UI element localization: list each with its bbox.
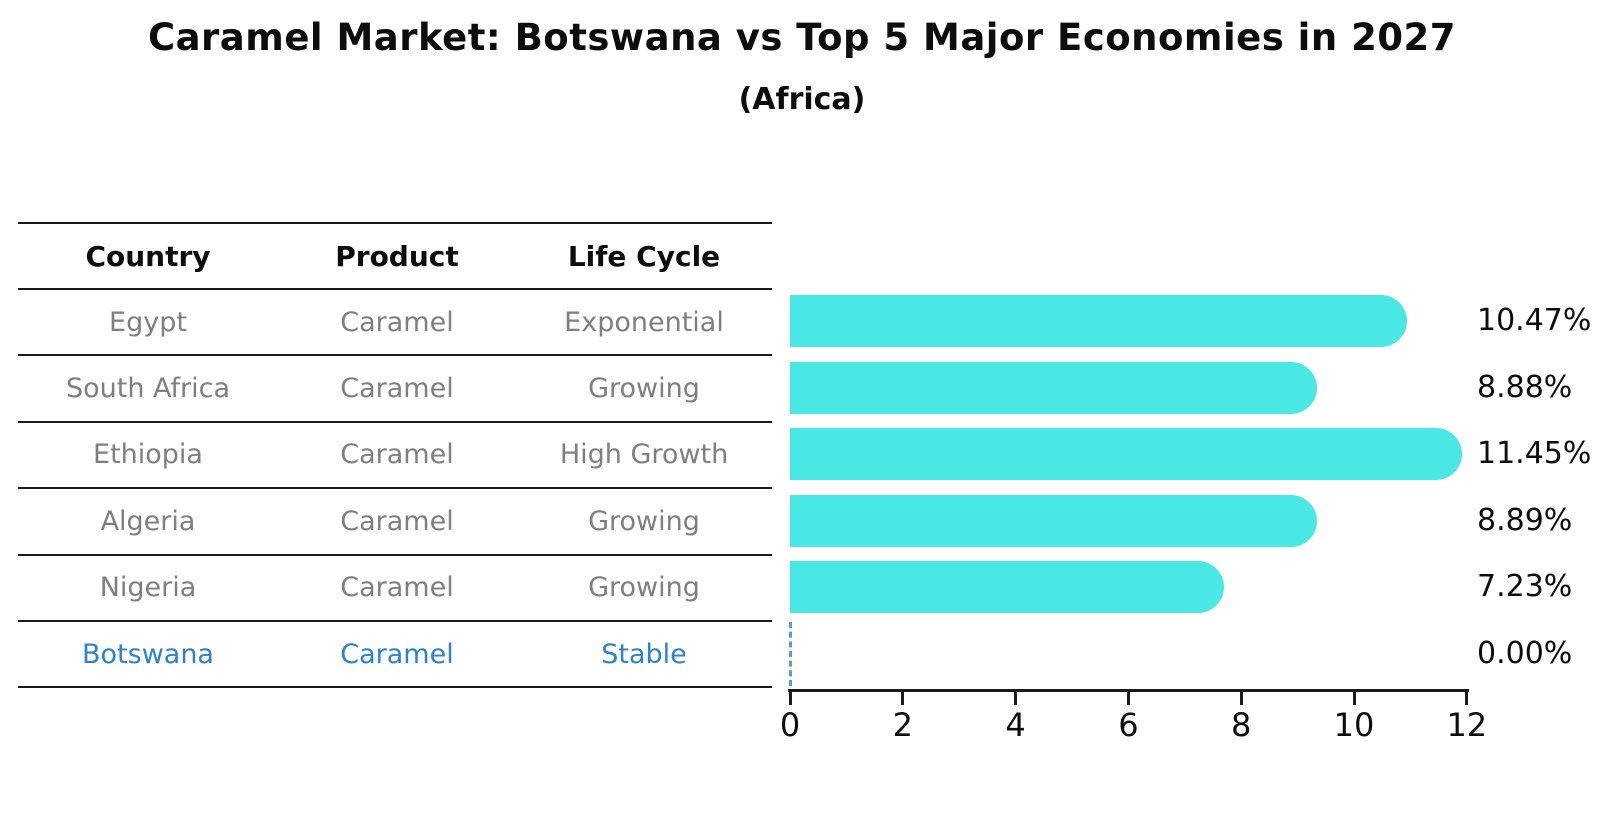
bar-egypt [790, 295, 1407, 347]
cell-product: Caramel [340, 505, 454, 537]
x-tick-label: 12 [1446, 706, 1488, 744]
table-row-south-africa: South Africa Caramel Growing [18, 354, 772, 420]
value-label-south-africa: 8.88% [1477, 369, 1573, 405]
x-tick-label: 0 [779, 706, 801, 744]
cell-product: Caramel [340, 439, 454, 471]
value-label-algeria: 8.89% [1477, 502, 1573, 538]
x-tick [1465, 692, 1469, 705]
cell-country: South Africa [65, 373, 231, 405]
cell-product: Caramel [340, 638, 454, 670]
table-row-egypt: Egypt Caramel Exponential [18, 288, 772, 354]
cell-life-cycle: Stable [601, 638, 687, 670]
cell-product: Caramel [340, 373, 454, 405]
cell-country: Ethiopia [93, 439, 203, 471]
x-tick-label: 10 [1333, 706, 1375, 744]
table-row-nigeria: Nigeria Caramel Growing [18, 553, 772, 620]
table-row-algeria: Algeria Caramel Growing [18, 487, 772, 553]
header-country: Country [85, 239, 211, 273]
cell-product: Caramel [340, 306, 454, 338]
header-product: Product [335, 239, 459, 273]
value-label-egypt: 10.47% [1477, 303, 1592, 338]
bar-ethiopia [790, 428, 1462, 480]
cell-life-cycle: Growing [588, 572, 700, 604]
bar-nigeria [790, 561, 1224, 613]
bar-algeria [790, 494, 1318, 547]
table-row-botswana-highlighted: Botswana Caramel Stable [18, 619, 772, 686]
cell-country: Egypt [109, 306, 187, 338]
x-axis-line [788, 689, 1469, 692]
cell-country: Botswana [82, 638, 214, 670]
zero-value-dashed-marker [789, 621, 792, 686]
x-tick [1239, 692, 1243, 705]
cell-country: Nigeria [99, 572, 197, 604]
x-tick [1014, 692, 1018, 705]
cell-life-cycle: Growing [588, 373, 700, 405]
value-label-ethiopia: 11.45% [1477, 436, 1592, 471]
x-tick [901, 692, 905, 705]
x-tick-label: 4 [1005, 706, 1026, 744]
x-tick-label: 2 [892, 706, 913, 744]
chart-subtitle: (Africa) [738, 82, 866, 117]
header-life-cycle: Life Cycle [567, 239, 721, 273]
cell-country: Algeria [100, 505, 196, 537]
x-tick-label: 8 [1231, 706, 1252, 744]
bar-south-africa [790, 361, 1317, 414]
cell-life-cycle: Growing [588, 505, 700, 537]
x-tick-label: 6 [1118, 706, 1139, 744]
cell-life-cycle: Exponential [564, 306, 724, 338]
value-label-botswana: 0.00% [1477, 635, 1573, 671]
table-row-ethiopia: Ethiopia Caramel High Growth [18, 420, 772, 487]
table-header-row: Country Product Life Cycle [18, 222, 772, 288]
chart-title: Caramel Market: Botswana vs Top 5 Major … [147, 16, 1457, 59]
value-label-nigeria: 7.23% [1477, 569, 1573, 604]
x-tick [1352, 692, 1356, 705]
cell-product: Caramel [340, 572, 454, 604]
cell-life-cycle: High Growth [559, 439, 729, 471]
country-table: Country Product Life Cycle Egypt Caramel… [18, 222, 772, 689]
x-tick [1126, 692, 1130, 705]
x-tick [788, 692, 792, 705]
